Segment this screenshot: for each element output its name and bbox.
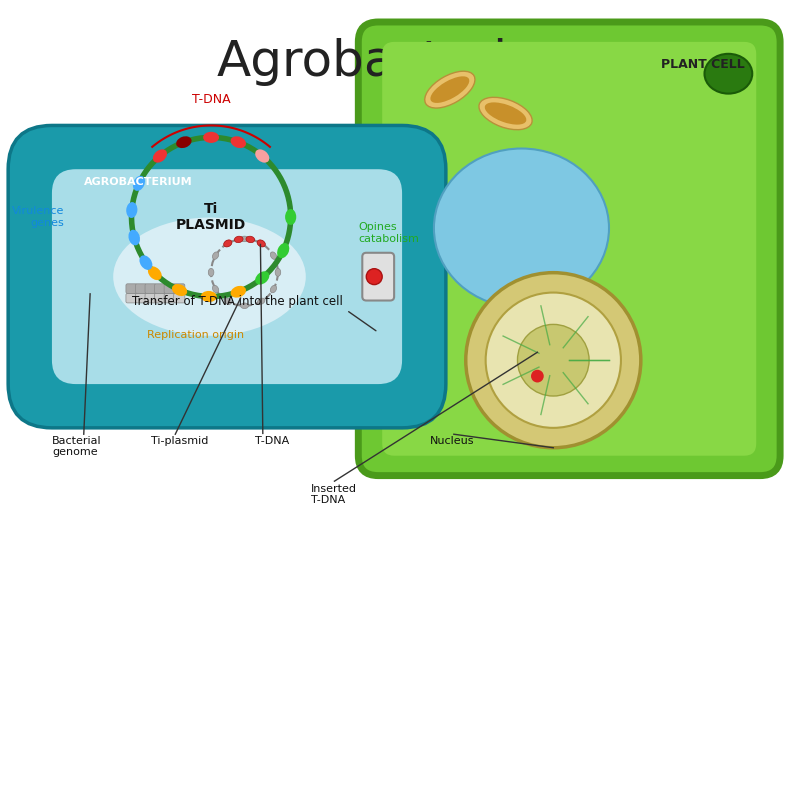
Ellipse shape — [255, 150, 270, 162]
Circle shape — [518, 324, 589, 396]
Ellipse shape — [258, 240, 265, 246]
Circle shape — [366, 269, 382, 285]
Ellipse shape — [275, 268, 281, 276]
Text: T-DNA: T-DNA — [192, 93, 230, 106]
Ellipse shape — [234, 236, 243, 242]
Text: Agrobacterium: Agrobacterium — [216, 38, 588, 86]
Text: Virulence
genes: Virulence genes — [11, 206, 64, 228]
Text: Opines
catabolism: Opines catabolism — [358, 222, 419, 244]
Circle shape — [531, 370, 544, 382]
Ellipse shape — [208, 268, 214, 276]
FancyBboxPatch shape — [154, 284, 166, 294]
Ellipse shape — [224, 298, 231, 305]
FancyBboxPatch shape — [154, 294, 166, 303]
Ellipse shape — [148, 266, 162, 280]
FancyBboxPatch shape — [135, 294, 146, 303]
FancyBboxPatch shape — [126, 294, 137, 303]
FancyBboxPatch shape — [362, 253, 394, 301]
FancyBboxPatch shape — [164, 284, 175, 294]
Ellipse shape — [224, 240, 232, 247]
Text: Bacterial
genome: Bacterial genome — [52, 436, 102, 458]
Text: Ti
PLASMID: Ti PLASMID — [176, 202, 246, 232]
Ellipse shape — [224, 240, 231, 246]
Ellipse shape — [285, 209, 296, 225]
FancyBboxPatch shape — [145, 284, 156, 294]
Ellipse shape — [425, 71, 475, 108]
Text: Ti-plasmid: Ti-plasmid — [151, 436, 209, 446]
FancyBboxPatch shape — [145, 294, 156, 303]
Ellipse shape — [270, 286, 277, 293]
Text: Nucleus: Nucleus — [430, 436, 474, 446]
Ellipse shape — [172, 284, 187, 296]
Ellipse shape — [213, 252, 218, 259]
Ellipse shape — [133, 176, 145, 191]
Ellipse shape — [153, 150, 167, 162]
Ellipse shape — [129, 230, 140, 246]
FancyBboxPatch shape — [8, 126, 446, 428]
Text: AGROBACTERIUM: AGROBACTERIUM — [84, 177, 192, 187]
Circle shape — [466, 273, 641, 448]
Text: Replication origin: Replication origin — [146, 330, 244, 340]
Ellipse shape — [255, 271, 270, 285]
Text: Transfer of T-DNA into the plant cell: Transfer of T-DNA into the plant cell — [131, 295, 342, 309]
Ellipse shape — [176, 136, 191, 148]
Ellipse shape — [485, 102, 526, 125]
FancyBboxPatch shape — [164, 294, 175, 303]
Ellipse shape — [257, 240, 266, 247]
Ellipse shape — [139, 255, 152, 270]
Ellipse shape — [241, 303, 249, 309]
Ellipse shape — [270, 252, 277, 259]
FancyBboxPatch shape — [174, 284, 185, 294]
Text: PLANT CELL: PLANT CELL — [661, 58, 744, 70]
Text: Inserted
T-DNA: Inserted T-DNA — [310, 483, 357, 505]
Ellipse shape — [126, 202, 138, 218]
Ellipse shape — [479, 98, 532, 130]
Ellipse shape — [246, 236, 254, 242]
FancyBboxPatch shape — [135, 284, 146, 294]
Ellipse shape — [241, 236, 249, 242]
Ellipse shape — [434, 149, 609, 308]
Ellipse shape — [705, 54, 752, 94]
FancyBboxPatch shape — [52, 170, 402, 384]
Ellipse shape — [213, 286, 218, 293]
Ellipse shape — [114, 218, 306, 336]
Ellipse shape — [203, 132, 219, 143]
FancyBboxPatch shape — [382, 42, 756, 456]
FancyBboxPatch shape — [358, 22, 780, 476]
Ellipse shape — [430, 76, 470, 103]
Ellipse shape — [230, 136, 246, 148]
Ellipse shape — [230, 286, 246, 298]
Text: T-DNA: T-DNA — [255, 436, 289, 446]
Circle shape — [486, 293, 621, 428]
FancyBboxPatch shape — [174, 294, 185, 303]
Ellipse shape — [258, 298, 265, 305]
Ellipse shape — [201, 291, 217, 302]
Ellipse shape — [277, 243, 290, 258]
FancyBboxPatch shape — [126, 284, 137, 294]
